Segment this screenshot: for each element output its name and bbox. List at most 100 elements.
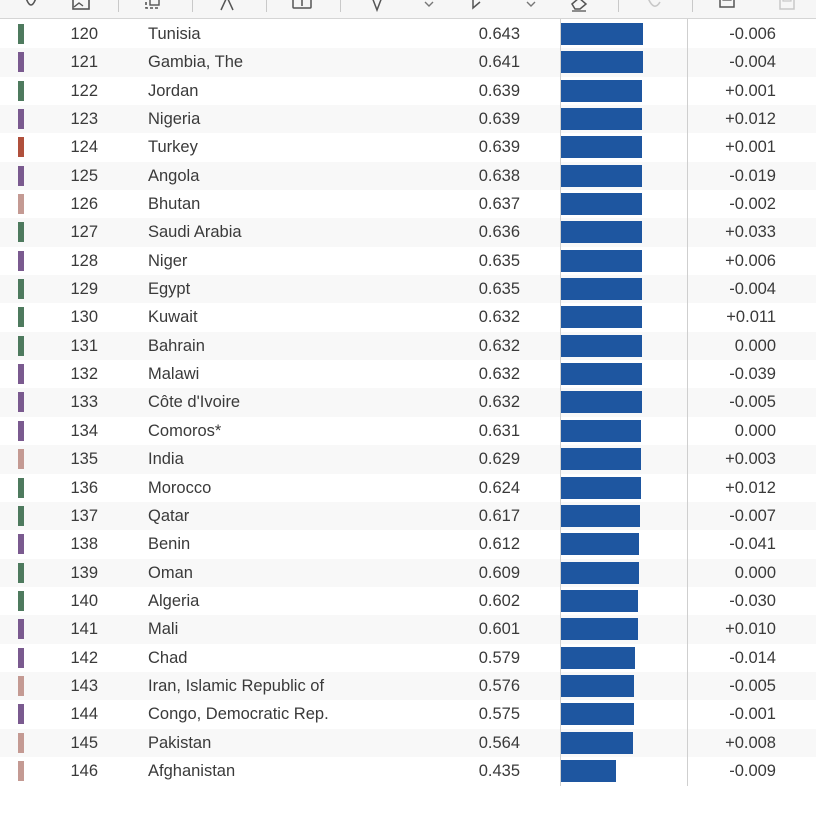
region-color-marker <box>18 732 24 753</box>
table-row: 144 Congo, Democratic Rep. 0.575 -0.001 <box>0 700 816 728</box>
table-row: 124 Turkey 0.639 +0.001 <box>0 133 816 161</box>
region-color-marker <box>18 675 24 696</box>
region-color-marker <box>18 647 24 668</box>
country-cell: Benin <box>148 535 191 554</box>
print-icon[interactable] <box>716 0 738 16</box>
change-cell: -0.007 <box>729 506 776 525</box>
score-cell: 0.636 <box>478 223 520 242</box>
rank-cell: 127 <box>70 223 98 242</box>
score-bar <box>561 533 639 556</box>
change-cell: -0.001 <box>729 705 776 724</box>
score-cell: 0.638 <box>478 166 520 185</box>
score-cell: 0.612 <box>478 535 520 554</box>
table-row: 145 Pakistan 0.564 +0.008 <box>0 728 816 757</box>
country-cell: Niger <box>148 251 188 270</box>
rank-cell: 126 <box>70 195 98 214</box>
table-row: 142 Chad 0.579 -0.014 <box>0 644 816 672</box>
table-row: 127 Saudi Arabia 0.636 +0.033 <box>0 218 816 247</box>
rank-cell: 136 <box>70 478 98 497</box>
score-bar <box>561 363 642 386</box>
toolbar-divider <box>618 0 619 12</box>
rank-cell: 142 <box>70 648 98 667</box>
country-cell: Algeria <box>148 591 200 610</box>
score-bar <box>561 221 642 244</box>
table-row: 130 Kuwait 0.632 +0.011 <box>0 303 816 331</box>
score-cell: 0.643 <box>478 25 520 43</box>
score-cell: 0.632 <box>478 336 520 355</box>
rank-cell: 143 <box>70 676 98 695</box>
score-bar <box>561 646 635 669</box>
score-bar <box>561 249 642 272</box>
table-row: 135 India 0.629 +0.003 <box>0 445 816 474</box>
score-bar <box>561 448 641 471</box>
region-color-marker <box>18 590 24 611</box>
score-bar <box>561 703 634 726</box>
save-icon <box>776 0 798 16</box>
change-cell: +0.011 <box>726 308 776 327</box>
country-cell: Bahrain <box>148 336 205 355</box>
country-cell: Gambia, The <box>148 53 244 72</box>
country-cell: Morocco <box>148 478 212 497</box>
score-cell: 0.635 <box>478 251 520 270</box>
rank-cell: 124 <box>70 138 98 157</box>
score-cell: 0.637 <box>478 195 520 214</box>
score-cell: 0.624 <box>478 478 520 497</box>
table-row: 143 Iran, Islamic Republic of 0.576 -0.005 <box>0 671 816 701</box>
eraser-icon[interactable] <box>568 0 590 16</box>
region-color-marker <box>18 137 24 158</box>
image-icon[interactable] <box>70 0 92 16</box>
region-color-marker <box>18 80 24 101</box>
region-color-marker <box>18 279 24 300</box>
bar-axis-line <box>560 18 561 786</box>
rank-cell: 146 <box>70 761 98 780</box>
change-cell: -0.030 <box>729 591 776 610</box>
region-color-marker <box>18 250 24 271</box>
country-cell: Qatar <box>148 506 190 525</box>
pen-dropdown-icon[interactable] <box>418 0 440 16</box>
pen-icon[interactable] <box>366 0 388 16</box>
rank-cell: 131 <box>70 336 98 355</box>
score-bar <box>561 674 634 697</box>
score-cell: 0.601 <box>478 620 520 639</box>
touch-icon[interactable] <box>20 0 42 16</box>
highlighter-icon[interactable] <box>466 0 488 16</box>
country-cell: Tunisia <box>148 25 201 43</box>
rank-cell: 120 <box>70 25 98 43</box>
score-cell: 0.435 <box>478 761 520 780</box>
table-row: 134 Comoros* 0.631 0.000 <box>0 417 816 445</box>
score-cell: 0.641 <box>478 53 520 72</box>
rank-cell: 122 <box>70 81 98 100</box>
region-color-marker <box>18 24 24 44</box>
region-color-marker <box>18 760 24 781</box>
rank-cell: 128 <box>70 251 98 270</box>
highlighter-dropdown-icon[interactable] <box>520 0 542 16</box>
annotation-toolbar <box>0 0 816 19</box>
text-icon[interactable] <box>216 0 238 16</box>
toolbar-divider <box>192 0 193 12</box>
score-cell: 0.639 <box>478 138 520 157</box>
table-row: 122 Jordan 0.639 +0.001 <box>0 77 816 105</box>
table-row: 128 Niger 0.635 +0.006 <box>0 247 816 275</box>
rank-cell: 129 <box>70 280 98 299</box>
rank-cell: 132 <box>70 365 98 384</box>
change-cell: -0.005 <box>729 393 776 412</box>
change-cell: -0.014 <box>729 648 776 667</box>
change-cell: +0.010 <box>725 620 776 639</box>
crop-icon[interactable] <box>142 0 164 16</box>
score-cell: 0.639 <box>478 110 520 129</box>
table-row: 133 Côte d'Ivoire 0.632 -0.005 <box>0 388 816 417</box>
rank-cell: 121 <box>70 53 98 72</box>
region-color-marker <box>18 109 24 130</box>
change-cell: +0.012 <box>725 110 776 129</box>
table-row: 136 Morocco 0.624 +0.012 <box>0 474 816 502</box>
region-color-marker <box>18 619 24 640</box>
change-cell: -0.041 <box>729 535 776 554</box>
rank-cell: 137 <box>70 506 98 525</box>
score-bar <box>561 504 640 527</box>
textbox-icon[interactable] <box>291 0 313 16</box>
toolbar-divider <box>692 0 693 12</box>
score-bar <box>561 391 642 414</box>
score-bar <box>561 618 638 641</box>
score-cell: 0.609 <box>478 563 520 582</box>
ranking-table: 120 Tunisia 0.643 -0.006 121 Gambia, The 0.641… <box>0 20 816 785</box>
